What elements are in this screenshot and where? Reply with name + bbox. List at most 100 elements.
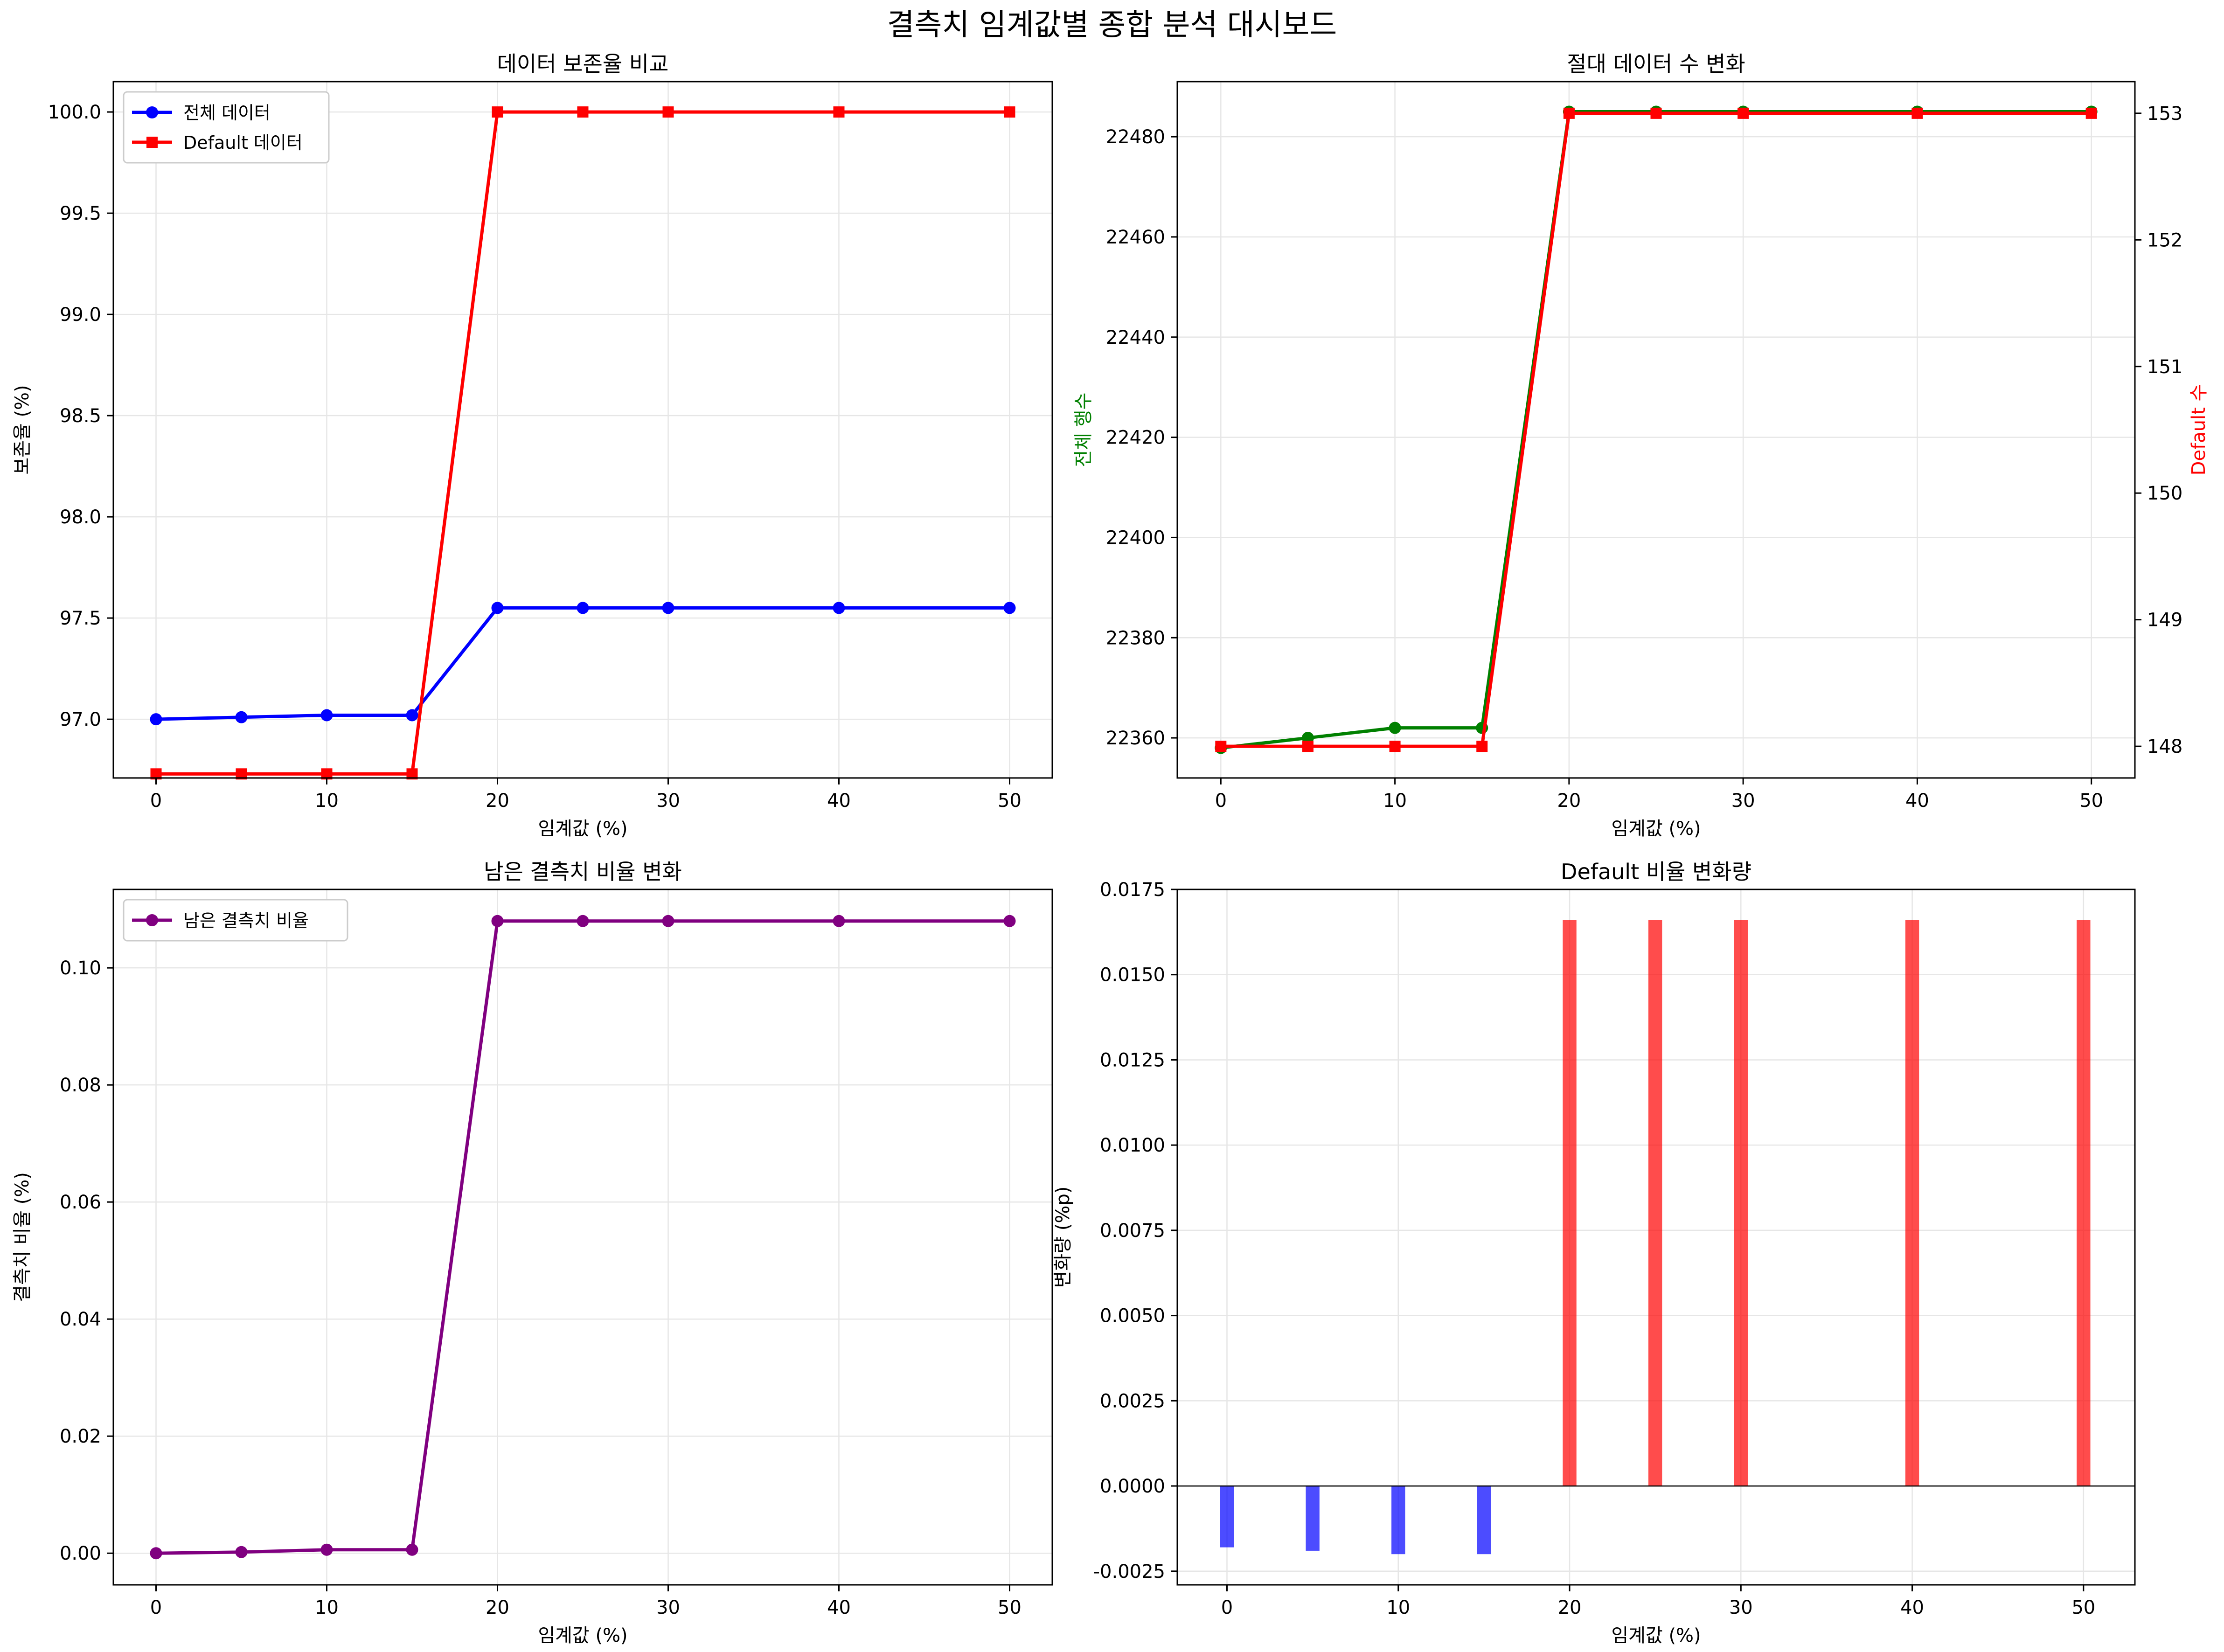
y-tick-label: 0.10 bbox=[60, 958, 101, 979]
y-tick-label: 22420 bbox=[1106, 427, 1165, 449]
y-tick-label: 0.0125 bbox=[1100, 1049, 1165, 1071]
y-tick-label: 0.0000 bbox=[1100, 1476, 1165, 1497]
data-point bbox=[662, 602, 674, 614]
x-tick-label: 30 bbox=[656, 790, 680, 812]
data-point bbox=[150, 1547, 162, 1560]
data-point bbox=[662, 915, 674, 927]
data-point bbox=[662, 106, 674, 118]
y-tick-label: 97.0 bbox=[60, 709, 101, 730]
data-point bbox=[1003, 602, 1016, 614]
data-point bbox=[1738, 107, 1749, 119]
data-point bbox=[1476, 741, 1488, 752]
x-tick-label: 30 bbox=[1731, 790, 1755, 812]
data-point bbox=[492, 106, 503, 118]
data-point bbox=[491, 915, 504, 927]
y2-axis-ticks: 148 149 150 151 152 153 bbox=[2135, 103, 2182, 757]
y-tick-label: 99.5 bbox=[60, 203, 101, 224]
x-tick-label: 20 bbox=[1558, 1597, 1582, 1618]
x-tick-label: 20 bbox=[486, 1597, 509, 1618]
x-tick-label: 0 bbox=[1221, 1597, 1233, 1618]
y-tick-label: 0.0150 bbox=[1100, 965, 1165, 986]
y2-axis-label: Default 수 bbox=[2188, 384, 2210, 476]
data-point bbox=[833, 106, 845, 118]
chart-title: 데이터 보존율 비교 bbox=[497, 51, 669, 76]
data-point bbox=[1650, 107, 1662, 119]
y-tick-label: 99.0 bbox=[60, 304, 101, 326]
data-point bbox=[320, 1543, 333, 1556]
y2-tick-label: 151 bbox=[2147, 356, 2182, 378]
bar bbox=[1648, 920, 1662, 1486]
data-point bbox=[406, 709, 418, 722]
y-tick-label: 22480 bbox=[1106, 126, 1165, 148]
x-axis-label: 임계값 (%) bbox=[538, 1625, 627, 1646]
chart-absolute: 0 10 20 30 40 50 22360 22380 22400 22420 22440 2246… bbox=[1073, 51, 2210, 840]
plot-frame bbox=[1176, 81, 2136, 779]
y-tick-label: 0.0175 bbox=[1100, 879, 1165, 901]
x-tick-label: 10 bbox=[315, 790, 339, 812]
grid-lines bbox=[113, 82, 1052, 778]
figure-title: 결측치 임계값별 종합 분석 대시보드 bbox=[887, 8, 1337, 42]
y-axis-label: 보존율 (%) bbox=[12, 385, 33, 474]
y-tick-label: 22360 bbox=[1106, 728, 1165, 749]
legend: 전체 데이터 Default 데이터 bbox=[123, 91, 330, 164]
data-point bbox=[1389, 741, 1401, 752]
chart-retention: 0 10 20 30 40 50 97.0 97.5 98.0 98.5 99.0 99.5 100.0… bbox=[12, 51, 1053, 840]
series-0 bbox=[150, 915, 1016, 1560]
y-axis-ticks: -0.0025 0.0000 0.0025 0.0050 0.0075 0.0100 0.0… bbox=[1093, 879, 1177, 1583]
y-tick-label: 0.0050 bbox=[1100, 1305, 1165, 1327]
y-tick-label: 100.0 bbox=[48, 102, 101, 123]
y-axis-label: 결측치 비율 (%) bbox=[12, 1172, 33, 1302]
plot-frame bbox=[1176, 888, 2136, 1586]
y-tick-label: 0.04 bbox=[60, 1309, 101, 1330]
data-point bbox=[1563, 107, 1575, 119]
x-axis-ticks: 0 10 20 30 40 50 bbox=[150, 778, 1022, 812]
data-point bbox=[577, 915, 589, 927]
legend-box bbox=[123, 899, 348, 942]
legend-box bbox=[123, 91, 330, 164]
x-tick-label: 50 bbox=[2071, 1597, 2095, 1618]
y-tick-label: 22460 bbox=[1106, 227, 1165, 248]
series-0 bbox=[150, 602, 1016, 726]
legend-label: 남은 결측치 비율 bbox=[183, 910, 309, 931]
y-axis-label: 전체 행수 bbox=[1073, 393, 1094, 467]
series-1 bbox=[1215, 107, 2097, 752]
y-tick-label: 0.0100 bbox=[1100, 1135, 1165, 1156]
y2-tick-label: 148 bbox=[2147, 736, 2182, 757]
x-tick-label: 50 bbox=[998, 790, 1022, 812]
data-point bbox=[1004, 106, 1015, 118]
chart-missing: 0 10 20 30 40 50 0.00 0.02 0.04 0.06 0.08 0.10 남은 결측… bbox=[12, 859, 1053, 1646]
x-tick-label: 30 bbox=[656, 1597, 680, 1618]
x-axis-label: 임계값 (%) bbox=[1611, 818, 1701, 840]
x-tick-label: 10 bbox=[315, 1597, 339, 1618]
bar bbox=[1306, 1486, 1320, 1551]
data-point bbox=[320, 709, 333, 722]
y-tick-label: 22400 bbox=[1106, 527, 1165, 548]
data-point bbox=[833, 602, 845, 614]
y-tick-label: 0.00 bbox=[60, 1543, 101, 1564]
x-tick-label: 40 bbox=[1905, 790, 1929, 812]
bar bbox=[2077, 920, 2091, 1486]
data-point bbox=[491, 602, 504, 614]
chart-change: 0 10 20 30 40 50 -0.0025 0.0000 0.0025 0.0050 0.00… bbox=[1052, 859, 2136, 1646]
data-point bbox=[2085, 107, 2097, 119]
x-tick-label: 0 bbox=[150, 1597, 162, 1618]
legend-marker bbox=[146, 137, 158, 148]
grid-lines bbox=[1177, 82, 2135, 778]
y2-tick-label: 152 bbox=[2147, 229, 2182, 251]
chart-title: 절대 데이터 수 변화 bbox=[1567, 51, 1745, 76]
y-tick-label: 0.06 bbox=[60, 1192, 101, 1213]
x-tick-label: 0 bbox=[1215, 790, 1227, 812]
plot-frame bbox=[112, 81, 1053, 779]
y2-tick-label: 153 bbox=[2147, 103, 2182, 125]
bar bbox=[1477, 1486, 1491, 1555]
x-tick-label: 30 bbox=[1729, 1597, 1753, 1618]
data-point bbox=[406, 1543, 418, 1556]
y2-tick-label: 149 bbox=[2147, 610, 2182, 631]
grid-lines bbox=[113, 889, 1052, 1585]
y-tick-label: 98.5 bbox=[60, 405, 101, 427]
x-axis-label: 임계값 (%) bbox=[1611, 1625, 1701, 1646]
legend-label: 전체 데이터 bbox=[183, 103, 271, 123]
chart-title: Default 비율 변화량 bbox=[1561, 859, 1751, 884]
data-point bbox=[577, 602, 589, 614]
